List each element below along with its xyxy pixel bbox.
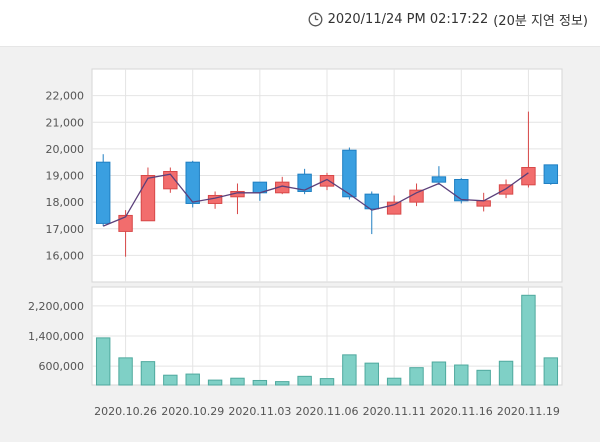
candle-body	[118, 214, 133, 232]
price-ytick-label: 22,000	[46, 90, 85, 103]
volume-bar	[364, 362, 379, 386]
candlestick	[543, 164, 559, 185]
x-tick-label: 2020.11.06	[296, 405, 359, 418]
volume-bar	[543, 357, 559, 386]
candle-body	[163, 171, 178, 190]
x-tick-label: 2020.10.26	[94, 405, 157, 418]
volume-bar	[95, 337, 111, 386]
price-trend-line	[102, 172, 529, 227]
candle-body	[95, 161, 111, 224]
x-tick-label: 2020.11.11	[363, 405, 426, 418]
volume-bar	[498, 360, 514, 386]
candlestick	[118, 210, 133, 257]
candle-body	[342, 149, 357, 198]
candlestick	[521, 111, 536, 188]
volume-bar	[275, 381, 290, 386]
volume-ytick-label: 1,400,000	[28, 330, 84, 343]
delay-note: (20분 지연 정보)	[493, 13, 588, 29]
stock-chart: 16,000 17,000 18,000 19,000 20,000 21,000 22,0…	[28, 68, 563, 418]
x-tick-label: 2020.11.19	[497, 405, 560, 418]
chart-area: 16,000 17,000 18,000 19,000 20,000 21,000 22,0…	[0, 47, 600, 442]
candle-body	[476, 200, 491, 207]
volume-bar	[409, 367, 424, 386]
candlestick	[140, 167, 156, 222]
candle-body	[543, 164, 559, 184]
volume-bar	[185, 373, 200, 386]
clock-icon	[308, 12, 323, 27]
volume-ytick-label: 600,000	[39, 360, 85, 373]
price-ytick-label: 16,000	[46, 249, 85, 262]
price-ytick-label: 20,000	[46, 143, 85, 156]
candlestick	[297, 168, 312, 195]
header-bar: 2020/11/24 PM 02:17:22 (20분 지연 정보)	[0, 0, 600, 47]
candle-body	[364, 193, 379, 210]
candlestick	[342, 147, 357, 200]
volume-bar	[386, 377, 402, 386]
volume-bar	[140, 361, 156, 386]
volume-bar	[342, 354, 357, 386]
volume-bar	[476, 369, 491, 386]
candle-body	[521, 167, 536, 186]
x-tick-label: 2020.10.29	[161, 405, 224, 418]
x-tick-label: 2020.11.03	[228, 405, 291, 418]
volume-bar	[297, 375, 312, 386]
price-ytick-label: 21,000	[46, 116, 85, 129]
volume-bar	[521, 294, 536, 386]
timestamp-text: 2020/11/24 PM 02:17:22	[327, 11, 489, 27]
timestamp-row: 2020/11/24 PM 02:17:22 (20분 지연 정보)	[308, 9, 588, 29]
candle-body	[409, 189, 424, 203]
volume-bar	[319, 378, 335, 386]
volume-bar	[163, 374, 178, 386]
price-ytick-label: 17,000	[46, 223, 85, 236]
volume-bar	[207, 379, 223, 386]
candlestick	[163, 167, 178, 193]
volume-bar	[252, 379, 268, 386]
volume-bar	[230, 377, 245, 386]
candlestick	[364, 191, 379, 235]
candle-body	[386, 201, 402, 215]
candle-body	[185, 161, 200, 204]
candlestick	[185, 160, 200, 208]
candle-body	[431, 176, 447, 183]
volume-ytick-label: 2,200,000	[28, 300, 84, 313]
candle-body	[454, 178, 469, 202]
x-tick-label: 2020.11.16	[430, 405, 493, 418]
candle-body	[140, 175, 156, 222]
price-ytick-label: 19,000	[46, 170, 85, 183]
candlestick	[431, 166, 447, 185]
volume-bar	[118, 357, 133, 386]
volume-bar	[431, 361, 447, 386]
candlestick	[95, 154, 111, 227]
price-ytick-label: 18,000	[46, 196, 85, 209]
candlestick	[319, 172, 335, 191]
candle-body	[297, 173, 312, 192]
candle-body	[319, 175, 335, 187]
volume-bar	[454, 364, 469, 386]
